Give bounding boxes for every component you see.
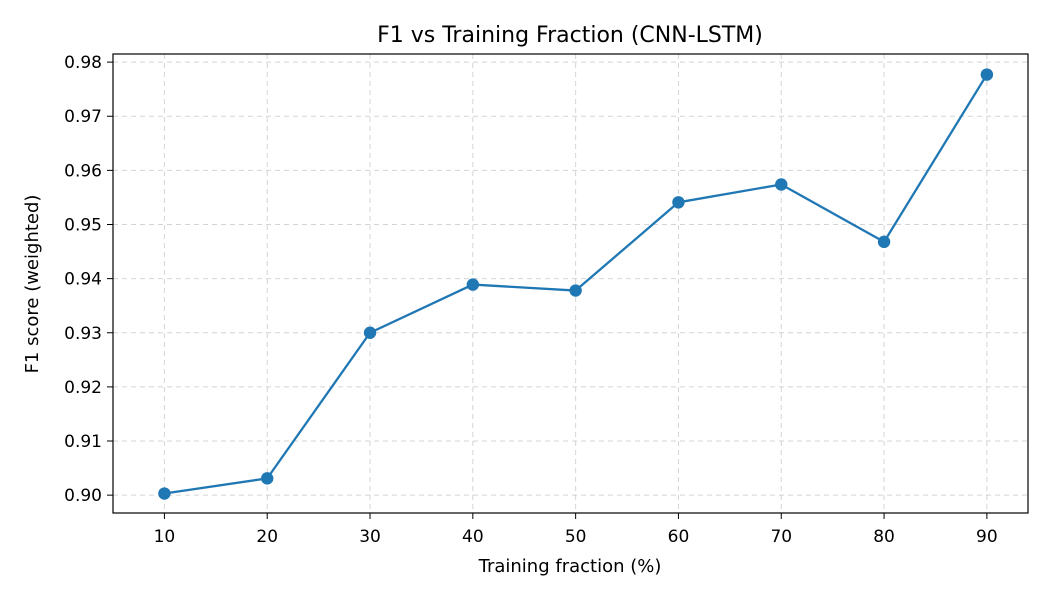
- x-axis-title: Training fraction (%): [478, 556, 662, 577]
- grid-lines: [113, 54, 1028, 513]
- y-tick-label: 0.98: [64, 53, 102, 73]
- data-point: [158, 487, 171, 500]
- plot-frame: [112, 53, 1029, 514]
- axes: [107, 53, 1029, 519]
- data-point: [877, 235, 891, 249]
- y-tick-label: 0.92: [64, 378, 102, 398]
- data-point: [466, 278, 480, 291]
- x-tick-label: 70: [770, 527, 792, 547]
- y-tick-label: 0.95: [64, 216, 102, 236]
- x-tick-label: 10: [154, 527, 176, 547]
- x-tick-label: 80: [873, 527, 895, 547]
- y-tick-label: 0.90: [64, 486, 102, 506]
- x-tick-label: 90: [976, 527, 998, 547]
- data-point: [261, 472, 274, 485]
- x-tick-label: 40: [462, 527, 484, 547]
- x-tick-label: 20: [256, 527, 278, 547]
- data-point: [363, 326, 377, 339]
- y-tick-label: 0.93: [64, 324, 102, 344]
- y-tick-label: 0.96: [64, 161, 102, 181]
- data-point: [672, 196, 685, 209]
- y-axis-title: F1 score (weighted): [22, 195, 43, 374]
- data-series: [158, 68, 994, 500]
- chart-title: F1 vs Training Fraction (CNN-LSTM): [377, 23, 763, 48]
- x-tick-label: 50: [565, 527, 587, 547]
- x-tick-label: 60: [668, 527, 690, 547]
- y-tick-label: 0.97: [64, 107, 102, 127]
- data-point: [980, 68, 994, 81]
- x-tick-label: 30: [359, 527, 381, 547]
- tick-labels: 10 20 30 40 50 60 70 80 90 0.90 0.91 0.92 0.93 0.94 0.…: [64, 53, 998, 547]
- data-point: [569, 284, 582, 297]
- y-tick-label: 0.91: [64, 432, 102, 452]
- y-tick-label: 0.94: [64, 270, 102, 290]
- data-point: [775, 178, 788, 191]
